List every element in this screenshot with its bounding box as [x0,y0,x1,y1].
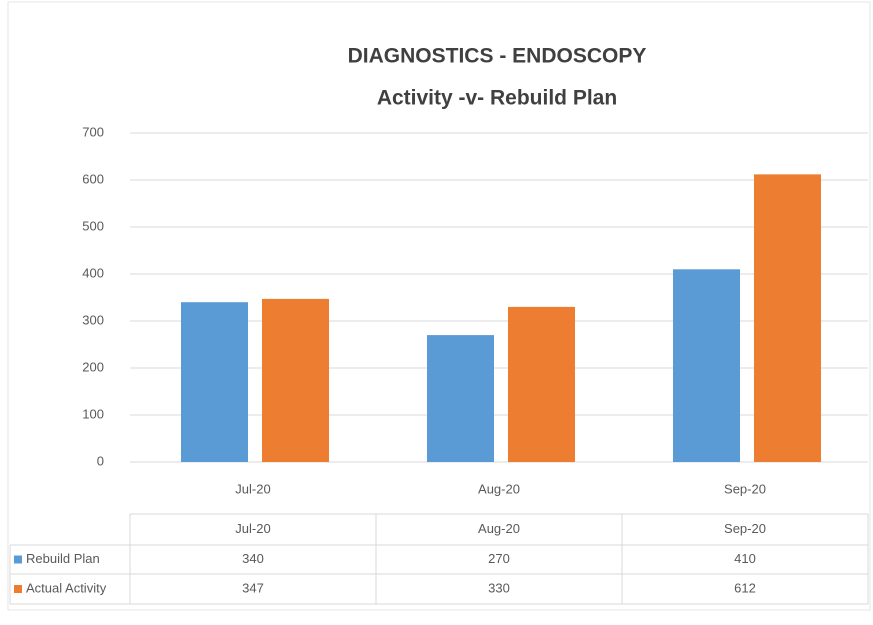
y-tick-label: 100 [82,406,104,421]
bar [427,335,494,462]
y-tick-label: 200 [82,359,104,374]
bar [262,298,329,462]
bar [673,269,740,462]
table-value: 410 [734,551,756,566]
table-header: Jul-20 [235,521,270,536]
legend-label: Rebuild Plan [26,551,100,566]
chart-frame [7,1,871,611]
legend-swatch [14,555,22,564]
chart-subtitle: Activity -v- Rebuild Plan [377,87,617,110]
bar [181,302,248,462]
x-tick-label: Jul-20 [235,481,270,496]
legend-swatch [14,585,22,593]
table-value: 612 [734,580,756,595]
legend-label: Actual Activity [26,580,107,595]
y-tick-label: 700 [82,124,104,139]
table-header: Sep-20 [724,521,766,536]
table-value: 340 [242,551,264,566]
table-header: Aug-20 [478,521,520,536]
x-tick-label: Aug-20 [478,481,520,496]
table-value: 270 [488,551,510,566]
table-value: 330 [488,580,510,595]
chart-title: DIAGNOSTICS - ENDOSCOPY [348,45,647,68]
x-tick-label: Sep-20 [724,481,766,496]
y-tick-label: 300 [82,312,104,327]
bar [508,306,575,462]
table-value: 347 [242,580,264,595]
y-tick-label: 600 [82,171,104,186]
y-tick-label: 500 [82,218,104,233]
y-tick-label: 0 [97,453,104,468]
bar [754,174,821,463]
y-tick-label: 400 [82,265,104,280]
